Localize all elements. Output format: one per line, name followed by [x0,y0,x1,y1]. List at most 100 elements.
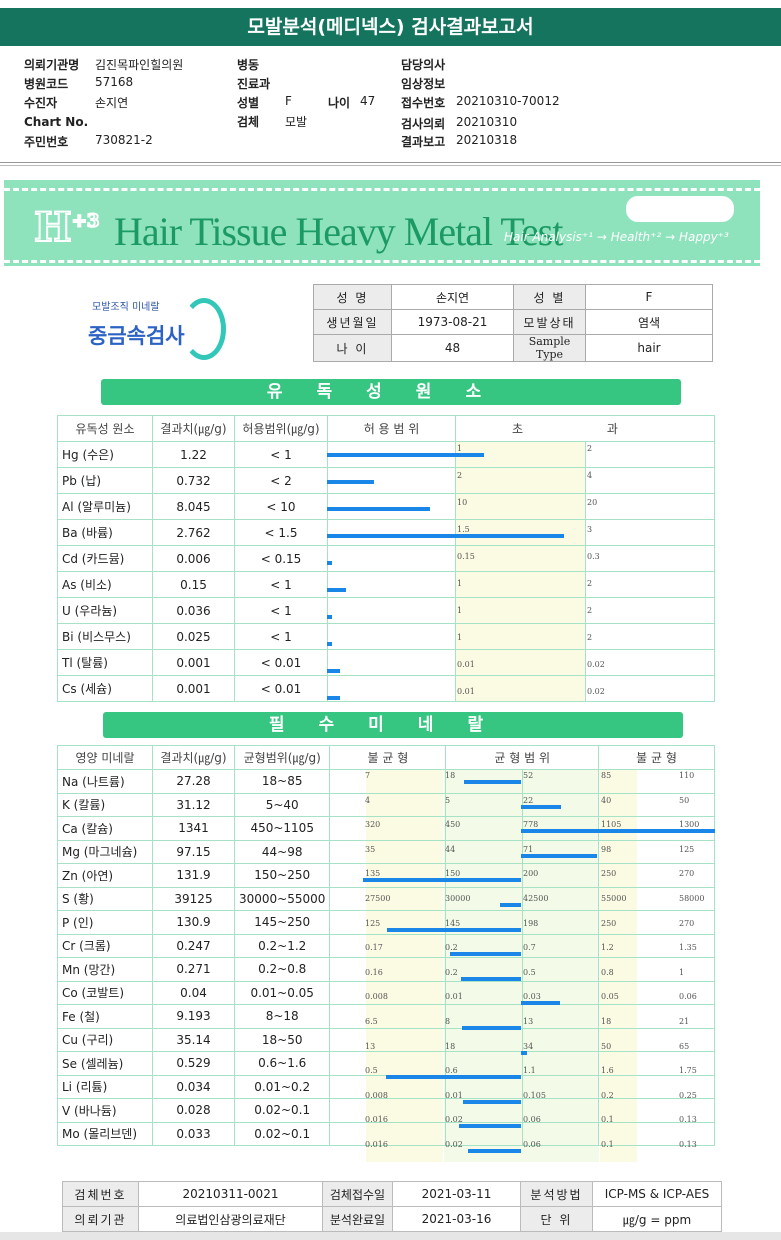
excess-cell-2 [584,519,715,546]
heavy-metal-logo: 모발조직 미네랄 중금속검사 [88,298,228,364]
balance-cell-2 [521,1051,600,1076]
method-value: ICP-MS & ICP-AES [592,1181,722,1207]
balance-cell-2 [521,957,600,982]
tick-label: 198 [523,918,539,928]
ward-label: 병동 [237,58,260,72]
mineral-name: Mn (망간) [57,957,153,982]
mineral-name: V (바나듐) [57,1098,153,1123]
balance-cell-2 [521,839,600,864]
mineral-row: Mg (마그네슘) 97.15 44~98 [57,839,715,864]
allowed-range: < 0.01 [234,675,328,702]
low-cell [329,933,447,958]
balance-range: 0.01~0.2 [233,1074,331,1099]
tick-label: 1 [457,444,463,453]
toxic-header-3: 허 용 범 위 [327,415,456,442]
logo-small-text: 모발조직 미네랄 [92,302,160,313]
unit-value: ㎍/g = ppm [592,1206,722,1232]
divider [0,162,781,166]
banner-dash-bottom [4,260,760,263]
patient-table: 성 명 손지연 성 별 F 생년월일 1973-08-21 모발상태 염색 나 … [313,284,713,362]
tick-label: 135 [365,869,381,879]
toxic-row: Al (알루미늄) 8.045 < 10 [57,493,715,520]
patient-value: 손지연 [95,96,129,110]
balance-range: 0.02~0.1 [233,1121,331,1146]
tick-label: 270 [679,869,695,879]
age-value: 48 [391,334,514,362]
org-value: 의료법인삼광의료재단 [138,1206,323,1232]
allowed-range: < 1 [234,441,328,468]
excess-cell-1 [455,571,586,598]
low-cell [329,1121,447,1146]
result-value: 31.12 [152,792,235,817]
patient-label: 수진자 [24,96,58,110]
report-date-label: 결과보고 [401,135,446,149]
excess-cell-2 [584,597,715,624]
tick-label: 18 [445,771,456,780]
result-value: 0.15 [152,571,235,598]
low-cell [329,769,447,794]
result-value: 131.9 [152,863,235,888]
minerals-header-0: 영양 미네랄 [57,745,153,770]
low-cell [329,1098,447,1123]
hospcode-value: 57168 [95,75,134,89]
high-cell [598,933,715,958]
specimen-value: 모발 [285,115,308,129]
result-bar [327,696,340,700]
range-cell [327,623,456,650]
balance-range: 0.2~1.2 [233,933,331,958]
banner-title: Hair Tissue Heavy Metal Test [114,209,563,254]
allowed-range: < 1.5 [234,519,328,546]
high-cell [598,1121,715,1146]
balance-range: 44~98 [233,839,331,864]
excess-cell-1 [455,467,586,494]
toxic-header-4: 초 과 [455,415,715,442]
toxic-header-1: 결과치(㎍/g) [152,415,235,442]
result-bar [521,829,715,834]
balance-cell-2 [521,1027,600,1052]
toxic-header-0: 유독성 원소 [57,415,153,442]
tick-label: 0.6 [445,1066,458,1076]
result-value: 0.033 [152,1121,235,1146]
tick-label: 71 [523,844,534,854]
result-value: 2.762 [152,519,235,546]
result-bar [521,1001,560,1006]
result-bar [327,615,332,619]
result-bar [521,853,597,858]
footer-table: 검체번호 20210311-0021 검체접수일 2021-03-11 분석방법… [62,1181,722,1232]
tick-label: 18 [445,1041,456,1051]
tick-label: 0.13 [679,1115,697,1125]
high-cell [598,1074,715,1099]
balance-cell-2 [521,1121,600,1146]
tick-label: 2 [587,579,593,588]
allowed-range: < 2 [234,467,328,494]
range-cell [327,493,456,520]
result-bar [327,453,484,457]
toxic-heading: 유독성원소 [101,379,681,405]
balance-cell-2 [521,1074,600,1099]
result-bar [499,903,521,907]
result-bar [327,534,565,538]
result-value: 39125 [152,886,235,911]
tick-label: 44 [445,844,456,854]
org-label: 의뢰기관 [62,1206,139,1232]
specimen-label: 검체 [237,115,260,129]
tick-label: 0.16 [365,967,383,977]
report-date-value: 20210318 [456,133,518,147]
tick-label: 0.13 [679,1140,697,1149]
excess-cell-1 [455,623,586,650]
tick-label: 0.2 [601,1090,614,1100]
mineral-row: Na (나트륨) 27.28 18~85 [57,769,715,794]
allowed-range: < 0.01 [234,649,328,676]
minerals-heading: 필수미네랄 [103,712,683,738]
result-bar [327,507,430,511]
mineral-row: Fe (철) 9.193 8~18 [57,1004,715,1029]
received-label: 검체접수일 [322,1181,393,1207]
tick-label: 0.06 [523,1140,541,1149]
tick-label: 34 [523,1041,534,1051]
test-banner: H+3 Hair Tissue Heavy Metal Test Hair An… [4,180,760,266]
tick-label: 65 [679,1041,690,1051]
result-bar [327,480,374,484]
tick-label: 320 [365,820,381,830]
tick-label: 150 [445,869,461,879]
element-name: As (비소) [57,571,153,598]
